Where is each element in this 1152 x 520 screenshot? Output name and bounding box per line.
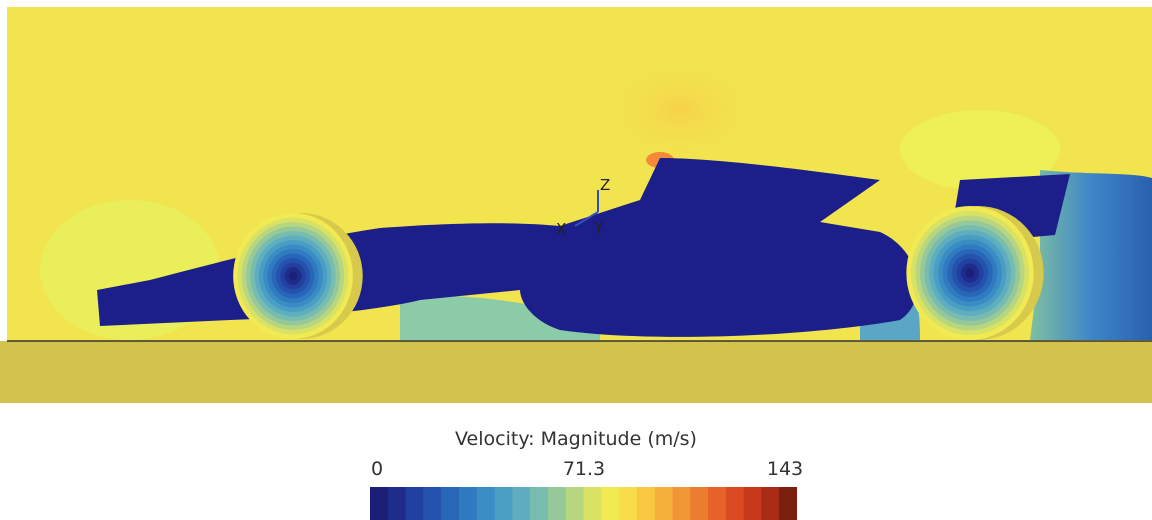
color-band [726, 487, 744, 520]
color-band [690, 487, 708, 520]
color-band [601, 487, 619, 520]
legend-tick: 0 [371, 458, 383, 480]
color-band [779, 487, 797, 520]
color-band [495, 487, 513, 520]
color-band [655, 487, 673, 520]
color-bar [370, 487, 797, 520]
contour [590, 50, 770, 170]
color-band [370, 487, 388, 520]
legend-title: Velocity: Magnitude (m/s) [0, 428, 1152, 450]
legend-tick: 71.3 [563, 458, 605, 480]
wheel-ring [289, 272, 298, 281]
flow-render: Z X Y [0, 0, 1152, 410]
color-band [388, 487, 406, 520]
color-band [441, 487, 459, 520]
color-band [637, 487, 655, 520]
color-band [744, 487, 762, 520]
color-band [423, 487, 441, 520]
triad-label: X [556, 220, 566, 238]
color-band [530, 487, 548, 520]
color-band [619, 487, 637, 520]
page: Z X Y Velocity: Magnitude (m/s) 0 71.3 1… [0, 0, 1152, 520]
triad-label: Z [600, 176, 610, 194]
color-band [672, 487, 690, 520]
color-band [708, 487, 726, 520]
ground [0, 341, 1152, 403]
color-band [584, 487, 602, 520]
color-band [548, 487, 566, 520]
triad-label: Y [593, 219, 604, 237]
legend-tick: 143 [767, 458, 803, 480]
color-band [566, 487, 584, 520]
color-band [406, 487, 424, 520]
color-band [761, 487, 779, 520]
color-band [512, 487, 530, 520]
wheel-ring [965, 268, 974, 278]
color-band [459, 487, 477, 520]
color-band [477, 487, 495, 520]
